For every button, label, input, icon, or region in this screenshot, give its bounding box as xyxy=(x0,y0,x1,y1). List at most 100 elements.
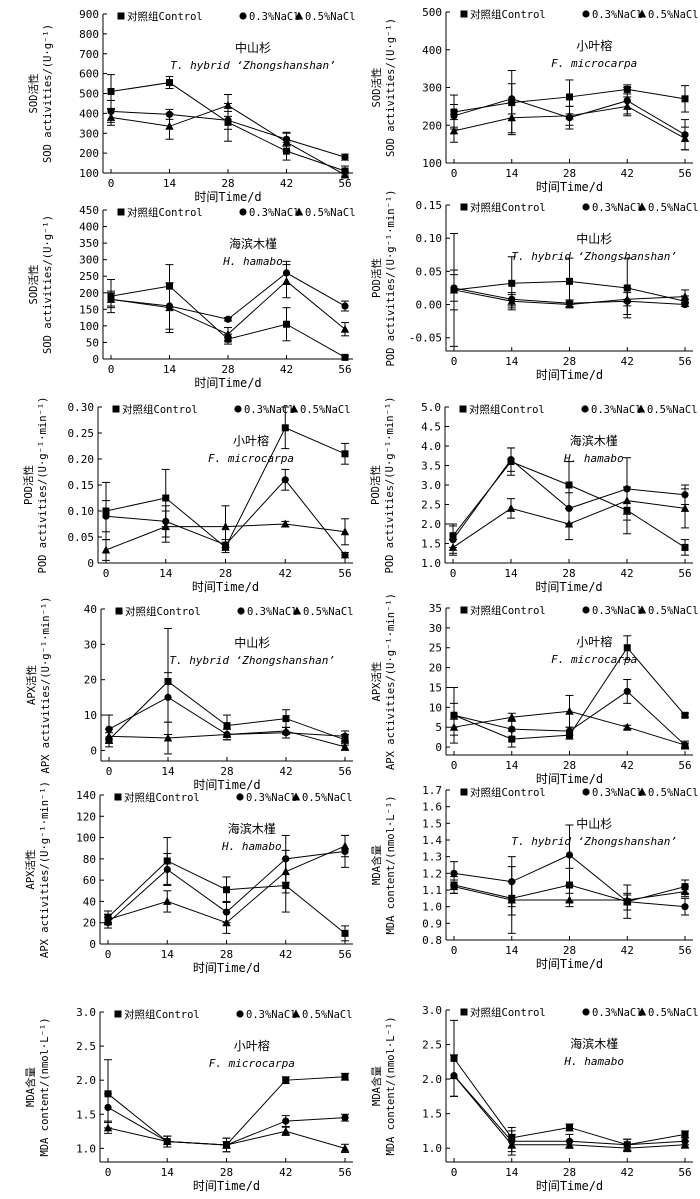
y-tick-label: 0.00 xyxy=(416,299,443,312)
data-point xyxy=(449,722,459,731)
data-point xyxy=(283,320,290,328)
data-point xyxy=(341,551,349,559)
x-tick-label: 28 xyxy=(563,167,576,180)
x-tick-label: 14 xyxy=(505,167,519,180)
y-tick-label: 40 xyxy=(83,895,96,908)
y-tick-label: 0.10 xyxy=(68,505,95,518)
y-tick-label: 1.0 xyxy=(422,1142,442,1155)
y-tick-label: 1.5 xyxy=(422,817,442,830)
data-point xyxy=(565,851,574,859)
y-axis-label-cn: MDA含量 xyxy=(370,1066,383,1106)
y-tick-label: 3.0 xyxy=(76,1006,96,1019)
legend-marker-triangle xyxy=(637,1007,647,1016)
legend-label: 0.3%NaCl xyxy=(592,202,643,214)
legend-marker-circle xyxy=(582,606,590,614)
y-tick-label: 300 xyxy=(422,82,442,95)
y-tick-label: 30 xyxy=(84,638,97,651)
legend-label: 0.5%NaCl xyxy=(302,792,353,804)
y-tick-label: 1.5 xyxy=(76,1108,96,1121)
series-line xyxy=(107,1076,346,1146)
data-point xyxy=(281,476,289,484)
legend-marker-circle xyxy=(582,10,590,18)
data-point xyxy=(282,137,291,146)
y-axis-label-cn: SOD活性 xyxy=(370,68,383,108)
y-tick-label: 0.15 xyxy=(68,479,95,492)
x-tick-label: 0 xyxy=(108,363,115,376)
y-tick-label: 3.5 xyxy=(421,460,441,473)
y-tick-label: 400 xyxy=(79,221,99,234)
data-point xyxy=(680,503,690,512)
panel-title: 海滨木槿 xyxy=(570,433,618,448)
y-tick-label: 350 xyxy=(79,237,99,250)
x-tick-label: 42 xyxy=(279,765,292,778)
y-axis-label-cn: APX活性 xyxy=(24,850,37,890)
x-tick-label: 14 xyxy=(505,944,519,957)
data-point xyxy=(623,687,631,696)
panel-subtitle: F. microcarpa xyxy=(209,1057,295,1070)
y-tick-label: 900 xyxy=(79,8,99,21)
x-tick-label: 42 xyxy=(621,944,634,957)
data-point xyxy=(340,527,350,536)
data-point xyxy=(506,503,516,512)
data-point xyxy=(282,715,290,723)
legend-label: 对照组Control xyxy=(125,605,201,618)
legend-marker-circle xyxy=(234,405,242,413)
data-point xyxy=(103,1123,113,1132)
y-tick-label: 200 xyxy=(79,147,99,160)
y-tick-label: 0.8 xyxy=(422,934,442,947)
y-tick-label: 10 xyxy=(429,701,442,714)
legend-marker-triangle xyxy=(294,11,304,20)
y-tick-label: 20 xyxy=(84,674,97,687)
x-tick-label: 56 xyxy=(338,177,351,190)
x-tick-label: 0 xyxy=(451,944,458,957)
series-triangle xyxy=(449,96,690,151)
data-point xyxy=(162,494,170,502)
data-point xyxy=(164,693,172,701)
y-tick-label: 5 xyxy=(435,721,442,734)
y-tick-label: 20 xyxy=(429,662,442,675)
y-axis-label-en: APX activities/(U·g⁻¹·min⁻¹) xyxy=(39,781,51,958)
series-triangle xyxy=(449,269,690,311)
data-point xyxy=(565,481,573,489)
legend-label: 对照组Control xyxy=(470,604,546,617)
legend-marker-square xyxy=(112,405,120,413)
legend-label: 0.3%NaCl xyxy=(249,207,300,219)
legend-label: 0.5%NaCl xyxy=(303,606,354,618)
data-point xyxy=(507,1140,516,1149)
x-tick-label: 14 xyxy=(159,567,173,580)
y-axis-label-en: APX activities/(U·g⁻¹·min⁻¹) xyxy=(40,596,52,773)
x-tick-label: 28 xyxy=(220,1166,233,1179)
x-axis-label: 时间Time/d xyxy=(536,368,603,382)
data-point xyxy=(222,729,232,738)
x-tick-label: 56 xyxy=(338,363,351,376)
panel-title: 小叶榕 xyxy=(234,1038,270,1053)
series-circle xyxy=(450,1054,689,1153)
legend-marker-triangle xyxy=(637,787,647,796)
y-axis-label-cn: POD活性 xyxy=(369,465,382,505)
legend-marker-circle xyxy=(581,405,589,413)
legend-marker-square xyxy=(460,10,468,18)
x-tick-label: 28 xyxy=(563,1166,576,1179)
panel-title: 中山杉 xyxy=(234,635,270,650)
data-point xyxy=(623,895,632,904)
legend-marker-circle xyxy=(237,607,245,615)
data-point xyxy=(680,292,690,301)
legend-marker-square xyxy=(117,208,125,216)
data-point xyxy=(565,1140,574,1149)
panel-subtitle: T. hybrid ‘Zhongshanshan’ xyxy=(169,654,335,667)
y-axis-label-cn: APX活性 xyxy=(25,665,38,705)
data-point xyxy=(341,450,349,458)
x-axis-label: 时间Time/d xyxy=(193,778,260,792)
data-point xyxy=(681,95,689,103)
x-tick-label: 0 xyxy=(451,355,458,368)
series-triangle xyxy=(104,721,350,755)
legend-label: 0.3%NaCl xyxy=(246,792,297,804)
y-axis-label-en: POD activities/(U·g⁻¹·min⁻¹) xyxy=(384,396,396,573)
panel-subtitle: F. microcarpa xyxy=(551,653,637,666)
series-line xyxy=(453,1058,686,1146)
y-tick-label: 2.5 xyxy=(421,499,441,512)
data-point xyxy=(680,1140,690,1149)
x-tick-label: 0 xyxy=(451,167,458,180)
legend-label: 0.5%NaCl xyxy=(647,404,698,416)
x-tick-label: 42 xyxy=(620,567,633,580)
